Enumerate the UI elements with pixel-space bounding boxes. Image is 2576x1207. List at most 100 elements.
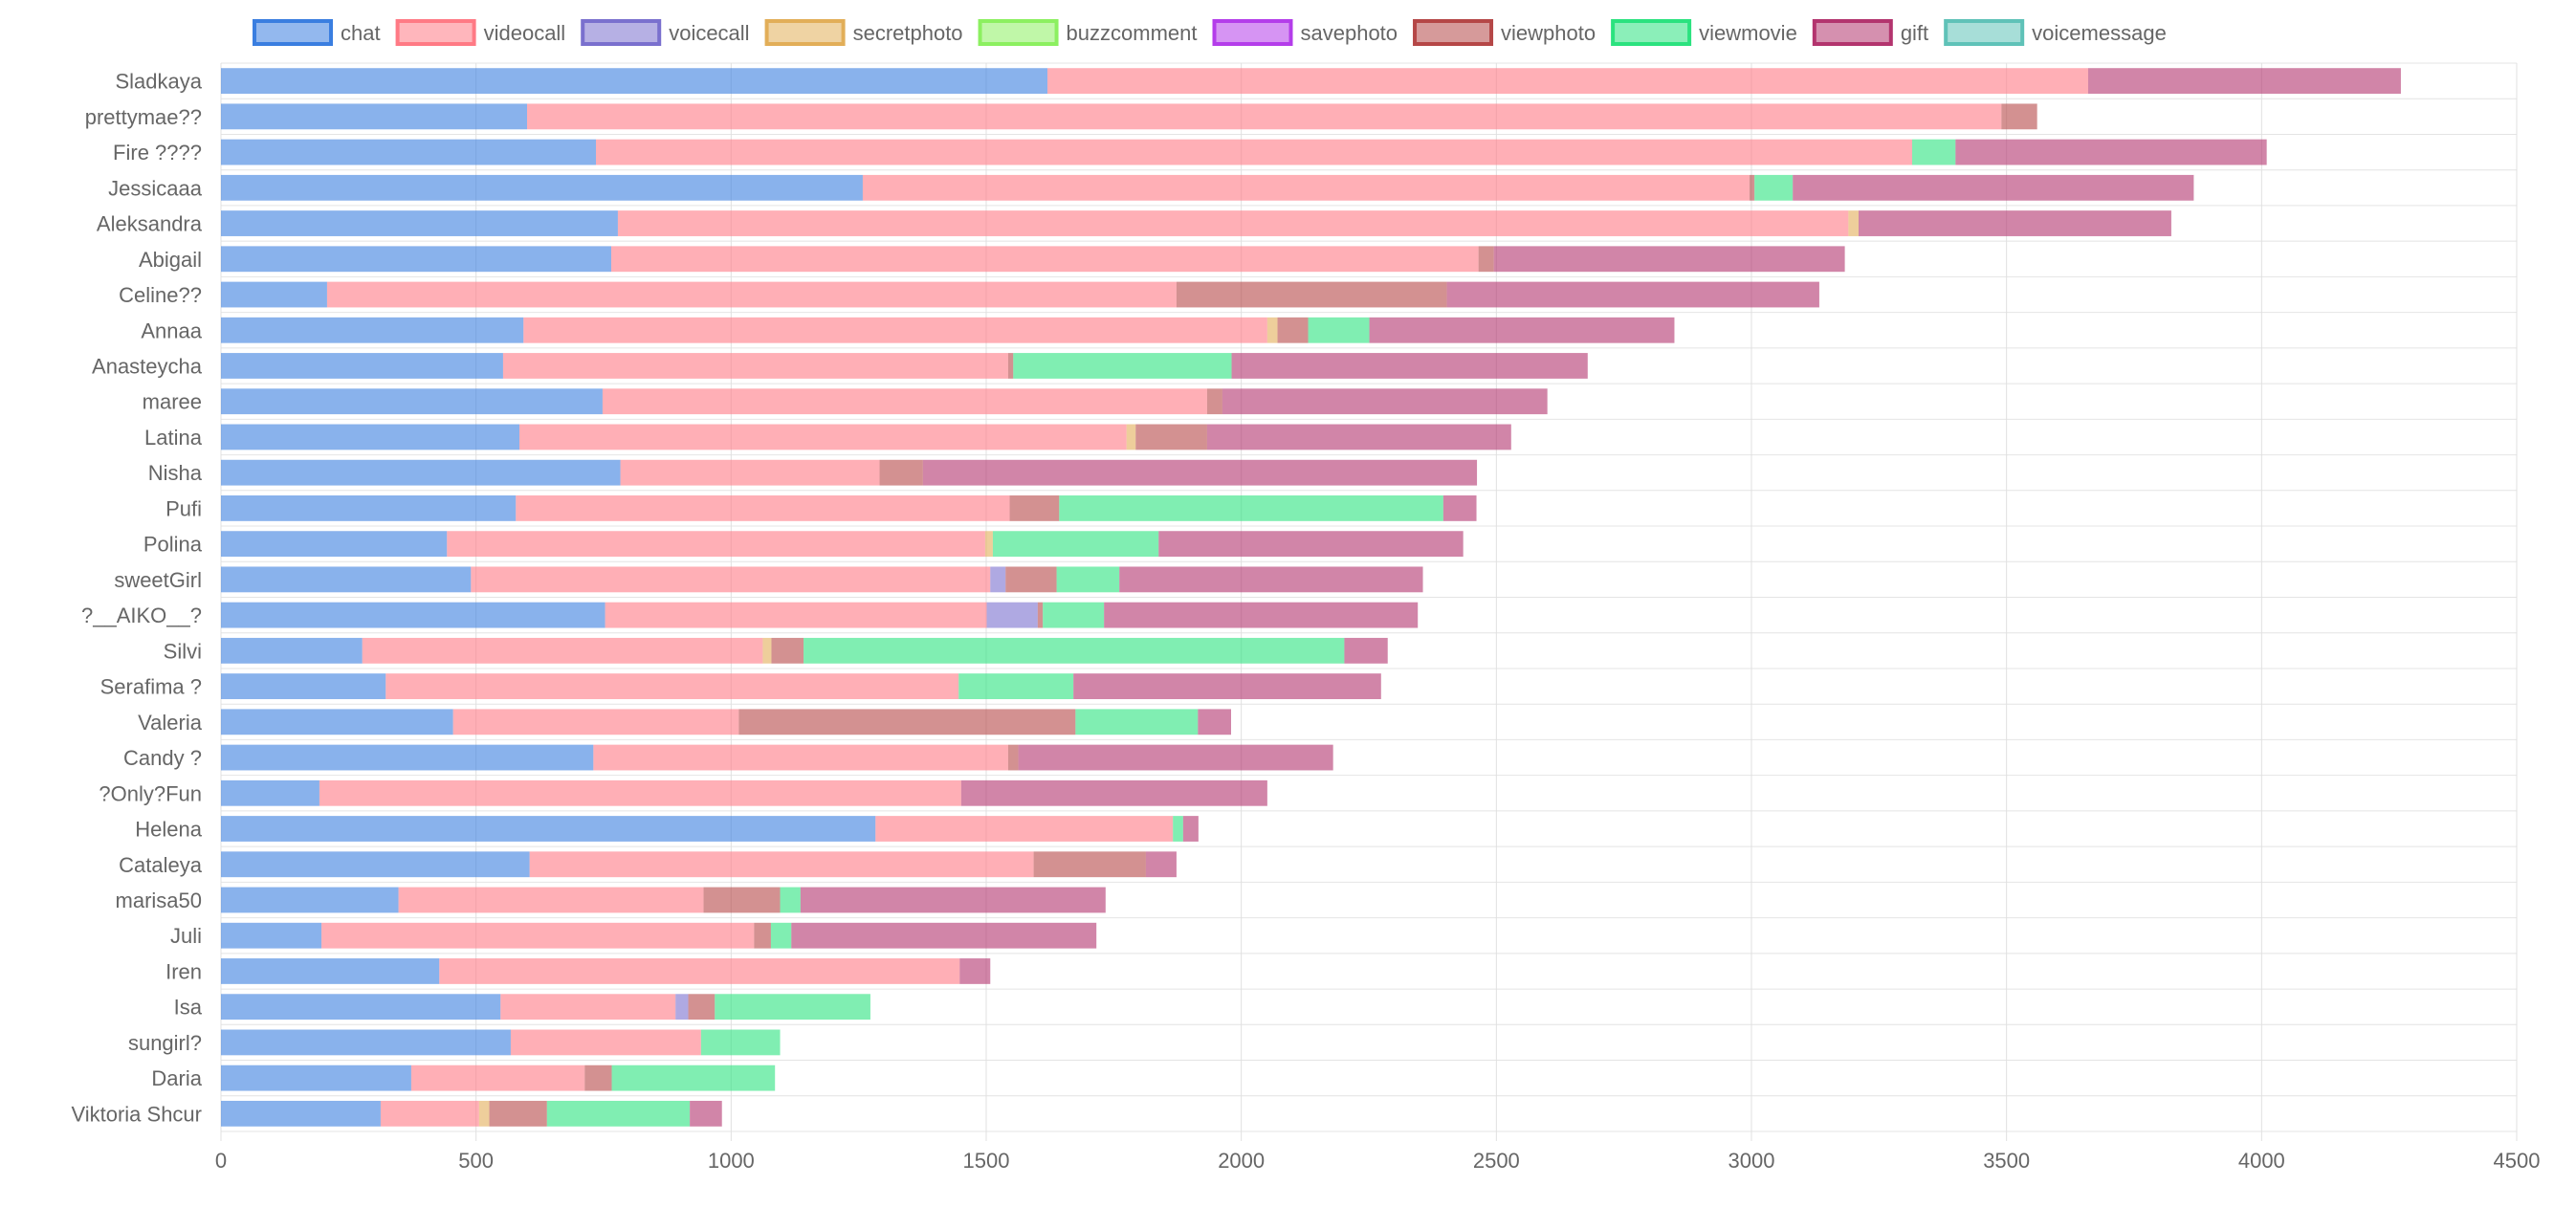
bar-chat [221,1064,411,1091]
bar-viewphoto [1007,744,1019,771]
bar-gift [1182,816,1199,842]
legend-label-viewphoto[interactable]: viewphoto [1501,21,1596,45]
legend-swatch-secretphoto[interactable] [764,19,846,46]
y-tick-label: maree [143,390,202,414]
y-tick-label: Annaa [141,318,202,342]
bar-viewphoto [1206,388,1222,415]
bar-videocall [611,246,1479,273]
bar-gift [959,958,991,984]
bar-viewphoto [879,459,923,486]
bar-viewphoto [771,637,804,664]
legend-label-voicecall[interactable]: voicecall [669,21,749,45]
y-tick-label: ?__AIKO__? [81,604,202,627]
bar-gift [800,887,1106,913]
bar-chat [221,673,386,699]
legend-swatch-voicecall[interactable] [581,19,662,46]
x-tick-label: 0 [215,1149,227,1173]
x-tick-label: 1000 [708,1149,755,1173]
y-tick-label: Silvi [164,639,202,663]
bar-chat [221,353,503,379]
bar-voicecall [990,566,1006,593]
bar-secretphoto [762,637,772,664]
x-tick-label: 4000 [2238,1149,2285,1173]
bar-gift [1198,709,1231,735]
legend-label-voicemessage[interactable]: voicemessage [2032,21,2167,45]
x-tick-label: 3500 [1983,1149,2030,1173]
bar-videocall [321,922,755,949]
bar-videocall [875,816,1174,842]
legend-swatch-voicemessage[interactable] [1944,19,2025,46]
bar-gift [1158,531,1464,558]
legend-swatch-chat[interactable] [253,19,333,46]
y-tick-label: Aleksandra [97,212,203,236]
bar-secretphoto [1126,424,1136,450]
bar-videocall [447,531,985,558]
bar-viewmovie [1056,566,1120,593]
bar-viewphoto [1009,495,1060,521]
bar-chat [221,994,501,1020]
bar-chat [221,566,472,593]
bar-viewphoto [703,887,781,913]
bar-viewmovie [1912,139,1956,165]
legend-swatch-viewphoto[interactable] [1413,19,1494,46]
legend-swatch-videocall[interactable] [395,19,476,46]
y-tick-label: Pufi [165,496,202,520]
bar-videocall [523,317,1267,343]
grid-layer [220,62,2518,1141]
bar-videocall [596,139,1912,165]
legend-label-videocall[interactable]: videocall [484,21,566,45]
x-tick-label: 4500 [2494,1149,2541,1173]
legend-label-viewmovie[interactable]: viewmovie [1699,21,1797,45]
legend-label-savephoto[interactable]: savephoto [1301,21,1398,45]
legend-label-chat[interactable]: chat [341,21,381,45]
bar-gift [1493,246,1845,273]
bar-chat [221,709,453,735]
bar-viewmovie [958,673,1074,699]
bar-videocall [410,1064,585,1091]
bar-viewphoto [1033,851,1146,878]
bar-videocall [605,602,987,628]
bar-videocall [516,495,1010,521]
bar-viewphoto [1135,424,1207,450]
bar-viewphoto [1007,353,1014,379]
bar-viewmovie [700,1029,781,1056]
y-tick-label: Celine?? [119,283,202,307]
y-tick-label: Candy ? [123,746,202,770]
bar-chat [221,779,319,806]
bar-viewmovie [992,531,1159,558]
y-tick-label: Isa [174,996,203,1020]
bar-voicecall [986,602,1038,628]
legend-label-secretphoto[interactable]: secretphoto [853,21,963,45]
y-tick-label: Valeria [138,711,203,735]
bar-secretphoto [1266,317,1278,343]
bar-viewmovie [715,994,870,1020]
bar-viewphoto [489,1100,547,1127]
bar-chat [221,424,519,450]
bar-viewphoto [754,922,771,949]
bar-chat [221,495,517,521]
legend-label-gift[interactable]: gift [1901,21,1928,45]
bar-videocall [398,887,704,913]
y-tick-label: prettymae?? [85,105,202,129]
bar-videocall [617,210,1849,236]
axis-layer: 0 500 1000 1500 2000 2500 3000 3500 4000 4500 Slad… [71,70,2540,1173]
legend-label-buzzcomment[interactable]: buzzcomment [1067,21,1198,45]
bar-viewphoto [2001,103,2037,130]
bar-videocall [502,353,1008,379]
bar-gift [1073,673,1381,699]
legend-swatch-savephoto[interactable] [1212,19,1293,46]
bar-chat [221,637,363,664]
legend-swatch-gift[interactable] [1812,19,1893,46]
legend-swatch-buzzcomment[interactable] [978,19,1059,46]
bar-chat [221,317,524,343]
bar-gift [1793,174,2194,201]
y-tick-label: Latina [144,426,203,450]
bar-videocall [1047,68,2088,95]
bar-chat [221,602,605,628]
bar-gift [1955,139,2267,165]
bar-chat [221,281,327,308]
bar-viewmovie [1059,495,1443,521]
legend-swatch-viewmovie[interactable] [1611,19,1692,46]
bar-videocall [452,709,739,735]
